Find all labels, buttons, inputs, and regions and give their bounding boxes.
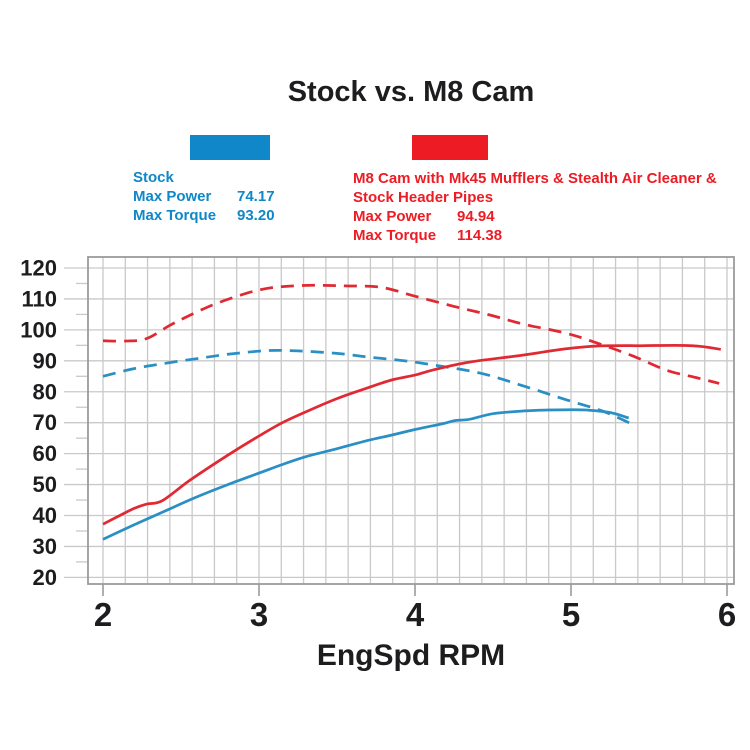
x-axis-tick-label: 6 — [718, 596, 736, 633]
y-axis-tick-label: 20 — [33, 565, 57, 590]
series-line-stock-max-torque-ft-lb- — [102, 348, 631, 425]
m8-max-power-row: Max Power 94.94 — [353, 207, 717, 226]
m8-legend-name-line2: Stock Header Pipes — [353, 188, 717, 207]
x-axis-tick-label: 5 — [562, 596, 580, 633]
m8-name-line1: M8 Cam with Mk45 Mufflers & Stealth Air … — [353, 170, 717, 187]
m8-max-torque-row: Max Torque 114.38 — [353, 226, 717, 245]
m8-max-torque-label: Max Torque — [353, 227, 437, 244]
y-axis-tick-label: 100 — [20, 317, 57, 342]
x-axis-tick-label: 2 — [94, 596, 112, 633]
stock-name-label: Stock — [133, 169, 174, 186]
m8-legend-block: M8 Cam with Mk45 Mufflers & Stealth Air … — [353, 169, 717, 245]
stock-max-torque-row: Max Torque 93.20 — [133, 206, 275, 225]
y-axis-tick-label: 120 — [20, 256, 57, 281]
y-axis-tick-label: 40 — [33, 503, 57, 528]
stock-max-power-value: 74.17 — [237, 188, 275, 205]
stock-legend-name: Stock — [133, 168, 275, 187]
m8-legend-swatch — [412, 135, 488, 160]
series-line-m8-cam-max-torque-ft-lb- — [102, 283, 720, 385]
y-axis-tick-label: 30 — [33, 534, 57, 559]
y-axis-tick-label: 80 — [33, 379, 57, 404]
stock-max-torque-value: 93.20 — [237, 207, 275, 224]
y-axis-tick-label: 60 — [33, 441, 57, 466]
stock-legend-swatch — [190, 135, 270, 160]
stock-max-power-row: Max Power 74.17 — [133, 187, 275, 206]
y-axis-tick-label: 110 — [22, 286, 58, 311]
m8-name-line2: Stock Header Pipes — [353, 189, 494, 206]
m8-max-power-value: 94.94 — [457, 208, 495, 225]
series-line-stock-max-power-hp- — [102, 408, 630, 541]
x-axis-tick-label: 3 — [250, 596, 268, 633]
stock-legend-block: Stock Max Power 74.17 Max Torque 93.20 — [133, 168, 275, 225]
chart-title: Stock vs. M8 Cam — [287, 76, 535, 108]
series-line-m8-cam-max-power-hp- — [102, 343, 721, 526]
y-axis-tick-label: 70 — [33, 410, 57, 435]
x-axis-title: EngSpd RPM — [317, 639, 505, 672]
plot-border — [87, 256, 735, 585]
y-axis-tick-label: 50 — [33, 472, 57, 497]
m8-legend-name-line1: M8 Cam with Mk45 Mufflers & Stealth Air … — [353, 169, 717, 188]
m8-max-torque-value: 114.38 — [457, 227, 503, 244]
m8-max-power-label: Max Power — [353, 208, 432, 225]
y-axis-tick-label: 90 — [33, 348, 57, 373]
stock-max-torque-label: Max Torque — [133, 207, 217, 224]
stock-max-power-label: Max Power — [133, 188, 212, 205]
x-axis-tick-label: 4 — [406, 596, 425, 633]
